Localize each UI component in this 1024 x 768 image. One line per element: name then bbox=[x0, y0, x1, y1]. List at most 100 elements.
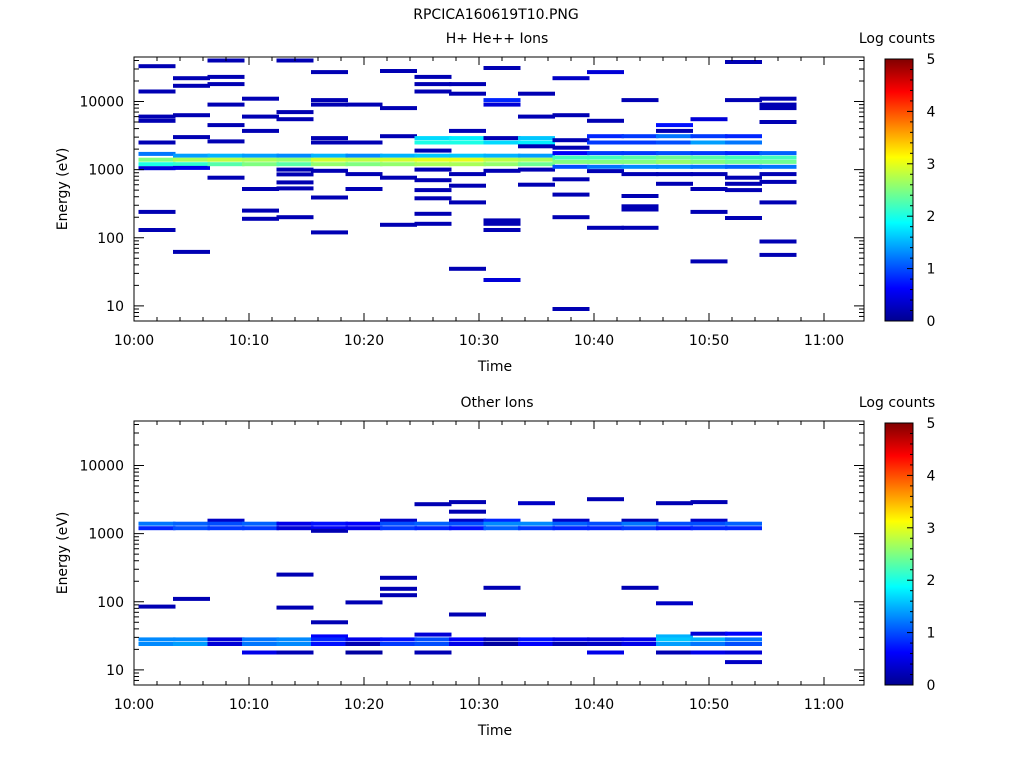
heatmap-cell bbox=[449, 200, 486, 205]
heatmap-cell bbox=[380, 175, 417, 180]
figure-title: RPCICA160619T10.PNG bbox=[413, 7, 578, 23]
heatmap-cell bbox=[242, 208, 279, 213]
heatmap-cell bbox=[656, 650, 693, 655]
heatmap-cell bbox=[587, 164, 624, 169]
heatmap-cell bbox=[276, 186, 314, 191]
colorbar-tick-label: 3 bbox=[927, 521, 936, 537]
heatmap-cell bbox=[552, 637, 590, 642]
heatmap-cell bbox=[345, 600, 383, 605]
heatmap-cell bbox=[414, 188, 452, 193]
heatmap-cell bbox=[759, 172, 797, 177]
heatmap-cell bbox=[276, 167, 314, 172]
heatmap-cell bbox=[173, 162, 210, 167]
heatmap-cell bbox=[725, 98, 762, 103]
heatmap-cell bbox=[276, 605, 314, 610]
heatmap-cell bbox=[138, 526, 176, 531]
heatmap-cell bbox=[449, 153, 486, 158]
heatmap-cell bbox=[483, 136, 521, 141]
x-tick-label: 10:10 bbox=[229, 333, 269, 349]
heatmap-cell bbox=[414, 140, 452, 145]
heatmap-cell bbox=[276, 110, 314, 115]
heatmap-cell bbox=[759, 179, 797, 184]
heatmap-cell bbox=[656, 123, 693, 128]
heatmap-cell bbox=[276, 117, 314, 122]
x-axis-label: Time bbox=[477, 359, 512, 375]
heatmap-cell bbox=[414, 221, 452, 226]
heatmap-cell bbox=[311, 70, 348, 75]
heatmap-cell bbox=[380, 642, 417, 646]
heatmap-cell bbox=[207, 153, 245, 158]
heatmap-cell bbox=[483, 278, 521, 282]
heatmap-cell bbox=[656, 172, 693, 177]
heatmap-cell bbox=[449, 91, 486, 96]
heatmap-cell bbox=[311, 168, 348, 173]
heatmap-cell bbox=[173, 153, 210, 158]
heatmap-cell bbox=[587, 521, 624, 526]
heatmap-cell bbox=[483, 221, 521, 226]
heatmap-cell bbox=[449, 526, 486, 531]
heatmap-cell bbox=[345, 526, 383, 531]
heatmap-cell bbox=[138, 151, 176, 156]
heatmap-cell bbox=[449, 128, 486, 133]
x-tick-label: 11:00 bbox=[804, 697, 844, 713]
heatmap-cell bbox=[242, 642, 279, 646]
heatmap-cell bbox=[449, 642, 486, 646]
heatmap-cell bbox=[311, 136, 348, 141]
colorbar-tick-label: 2 bbox=[927, 209, 936, 225]
colorbar-tick-label: 3 bbox=[927, 157, 936, 173]
heatmap-cell bbox=[449, 500, 486, 505]
panel-h-he-ions: 10:00 10:10 10:20 10:30 10:40 10:50 11:0010100… bbox=[55, 31, 936, 375]
heatmap-cell bbox=[207, 157, 245, 162]
x-tick-label: 10:30 bbox=[459, 697, 499, 713]
heatmap-cell bbox=[621, 204, 659, 209]
heatmap-cell bbox=[621, 172, 659, 177]
heatmap-cell bbox=[587, 151, 624, 156]
heatmap-cell bbox=[242, 521, 279, 526]
heatmap-cell bbox=[552, 76, 590, 81]
heatmap-cell bbox=[276, 642, 314, 646]
heatmap-cell bbox=[207, 74, 245, 79]
heatmap-cell bbox=[552, 177, 590, 182]
heatmap-cell bbox=[345, 521, 383, 526]
y-axis-label: Energy (eV) bbox=[55, 512, 71, 595]
heatmap-cell bbox=[621, 518, 659, 523]
heatmap-cell bbox=[690, 521, 728, 526]
heatmap-cell bbox=[380, 222, 417, 227]
heatmap-cell bbox=[552, 642, 590, 646]
heatmap-cell bbox=[621, 164, 659, 169]
heatmap-cell bbox=[414, 526, 452, 531]
heatmap-cells bbox=[138, 58, 797, 311]
y-tick-label: 10 bbox=[106, 299, 124, 315]
heatmap-cell bbox=[242, 96, 279, 101]
heatmap-cell bbox=[552, 138, 590, 143]
heatmap-cell bbox=[725, 188, 762, 193]
heatmap-cell bbox=[621, 98, 659, 103]
heatmap-cell bbox=[587, 134, 624, 139]
heatmap-cell bbox=[138, 118, 176, 123]
heatmap-cell bbox=[311, 153, 348, 158]
heatmap-cell bbox=[552, 113, 590, 118]
heatmap-cell bbox=[656, 601, 693, 606]
heatmap-cell bbox=[414, 148, 452, 153]
heatmap-cell bbox=[759, 120, 797, 124]
heatmap-cell bbox=[173, 521, 210, 526]
heatmap-cell bbox=[276, 215, 314, 220]
heatmap-cell bbox=[414, 167, 452, 172]
heatmap-cell bbox=[345, 650, 383, 655]
heatmap-cell bbox=[449, 637, 486, 642]
panel-other-ions: 10:00 10:10 10:20 10:30 10:40 10:50 11:0010100… bbox=[55, 395, 936, 739]
x-tick-label: 10:40 bbox=[574, 697, 614, 713]
heatmap-cell bbox=[483, 637, 521, 642]
heatmap-cell bbox=[276, 572, 314, 577]
heatmap-cell bbox=[621, 521, 659, 526]
heatmap-cell bbox=[483, 228, 521, 232]
heatmap-cell bbox=[207, 637, 245, 642]
heatmap-cell bbox=[621, 637, 659, 642]
heatmap-cell bbox=[621, 225, 659, 230]
heatmap-cell bbox=[690, 631, 728, 636]
heatmap-cell bbox=[414, 521, 452, 526]
heatmap-cell bbox=[380, 153, 417, 158]
heatmap-cell bbox=[656, 140, 693, 145]
heatmap-cell bbox=[690, 134, 728, 139]
heatmap-cell bbox=[138, 637, 176, 642]
